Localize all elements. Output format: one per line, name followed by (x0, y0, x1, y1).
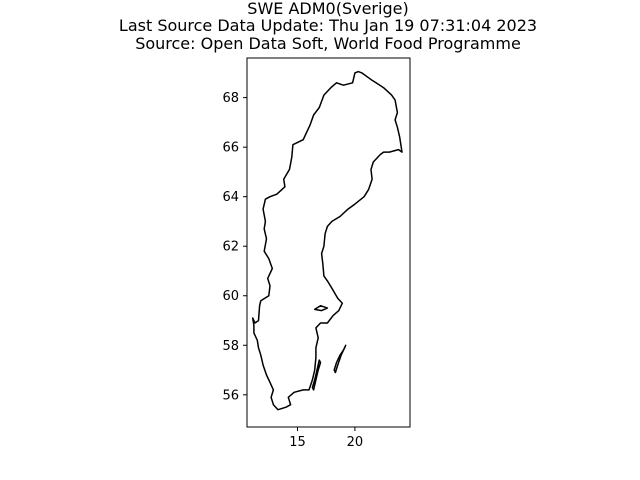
y-tick-label: 66 (222, 141, 239, 156)
title-line-2: Last Source Data Update: Thu Jan 19 07:3… (119, 16, 537, 35)
y-tick-label: 60 (222, 289, 239, 304)
island-outline-2 (311, 359, 322, 391)
island-outline-1 (333, 344, 347, 374)
y-tick-label: 56 (222, 388, 239, 403)
y-tick-label: 58 (222, 339, 239, 354)
x-tick-label: 15 (289, 435, 306, 450)
y-tick-label: 68 (222, 91, 239, 106)
title-line-3: Source: Open Data Soft, World Food Progr… (135, 34, 521, 53)
plot-area (246, 57, 411, 428)
y-axis: 56 58 60 62 64 66 68 (222, 91, 247, 403)
y-tick-label: 64 (222, 190, 239, 205)
x-axis: 15 20 (289, 427, 363, 450)
mainland-outline (251, 70, 403, 411)
axes-frame (246, 57, 411, 428)
title-line-1: SWE ADM0(Sverige) (247, 0, 408, 18)
island-outline-3 (313, 304, 329, 312)
y-tick-label: 62 (222, 240, 239, 255)
x-tick-label: 20 (347, 435, 364, 450)
country-outline (251, 70, 403, 411)
